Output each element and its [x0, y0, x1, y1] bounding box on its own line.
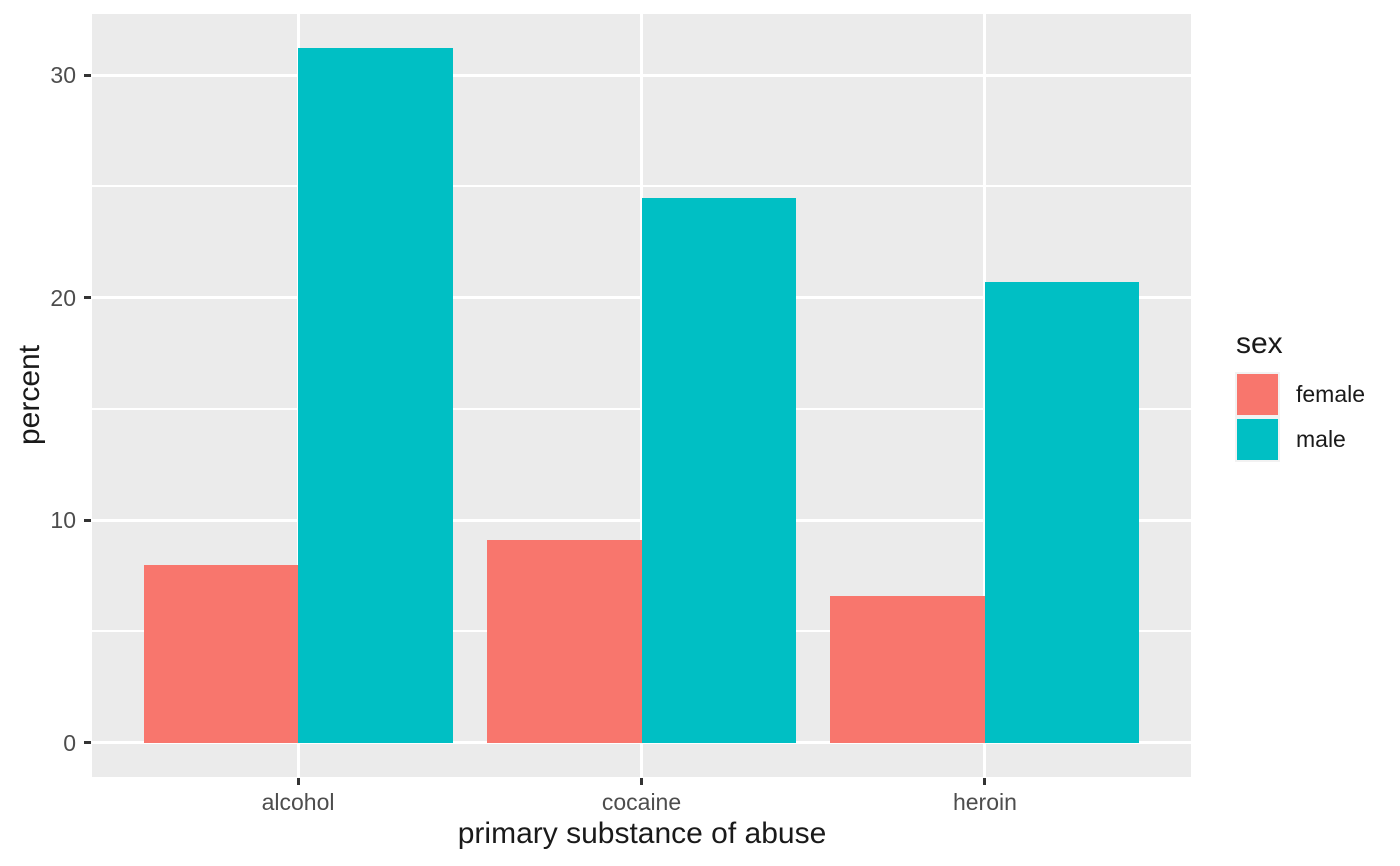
legend-label-female: female	[1296, 381, 1366, 407]
x-tick-mark	[640, 778, 643, 785]
x-tick-label: heroin	[952, 789, 1017, 815]
bar-cocaine-male	[641, 197, 797, 743]
bar-cocaine-female	[486, 540, 642, 743]
bar-heroin-female	[830, 595, 985, 743]
legend-label-male: male	[1296, 426, 1346, 452]
y-axis-title: percent	[13, 344, 46, 446]
y-tick-label: 0	[63, 729, 76, 756]
bar-alcohol-male	[298, 48, 453, 743]
y-tick-mark	[84, 741, 91, 745]
y-tick-mark	[84, 73, 91, 77]
y-tick-mark	[84, 296, 91, 300]
x-tick-mark	[296, 778, 300, 785]
legend-entries: female male	[1235, 372, 1365, 462]
x-axis-title: primary substance of abuse	[457, 817, 827, 850]
legend-title: sex	[1236, 327, 1283, 360]
y-tick-label: 30	[50, 62, 76, 89]
x-tick-label: cocaine	[601, 789, 682, 815]
legend-key-swatch-male	[1235, 417, 1280, 462]
legend-key-swatch-female	[1235, 372, 1280, 417]
y-tick-mark	[84, 518, 91, 522]
bar-alcohol-female	[143, 564, 299, 743]
x-tick-mark	[983, 778, 987, 785]
legend-entry-female: female	[1235, 372, 1365, 417]
y-tick-label: 20	[50, 284, 76, 311]
legend: sex female male	[1235, 329, 1365, 462]
x-tick-label: alcohol	[261, 789, 335, 815]
y-tick-label: 10	[50, 507, 76, 534]
legend-entry-male: male	[1235, 417, 1365, 462]
bar-heroin-male	[984, 282, 1140, 743]
